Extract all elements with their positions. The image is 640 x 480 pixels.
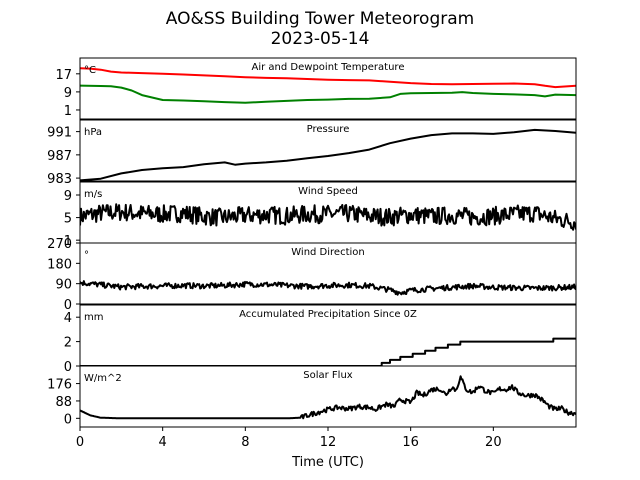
panel-0: 1 9 17 Air and Dewpoint Temperature °C: [55, 57, 577, 120]
panel-unit: mm: [84, 312, 103, 323]
y-tick-label: 2: [64, 336, 72, 351]
panel-title: Accumulated Precipitation Since 0Z: [239, 309, 417, 320]
y-tick-label: 983: [47, 172, 72, 187]
series-line-5-0: [80, 375, 576, 420]
y-tick-label: 987: [47, 149, 72, 164]
y-tick-label: 5: [64, 212, 72, 227]
panels: 1 9 17 Air and Dewpoint Temperature °C 983 987…: [47, 57, 577, 428]
y-tick-label: 0: [64, 360, 72, 375]
panel-2: 1 5 9 Wind Speed m/s: [64, 181, 577, 249]
panel-title: Air and Dewpoint Temperature: [252, 62, 405, 73]
series-line-1-0: [80, 128, 576, 181]
panel-5: 0 88 176 Solar Flux W/m^2: [47, 365, 577, 428]
series-line-2-0: [80, 203, 576, 231]
panel-title: Wind Speed: [298, 186, 358, 197]
x-axis: 0 4 8 12 16 20: [76, 427, 502, 450]
panel-unit: °C: [84, 65, 96, 76]
panel-unit: hPa: [84, 127, 102, 138]
y-tick-label: 0: [64, 298, 72, 313]
x-tick-label: 16: [402, 435, 419, 450]
panel-4: 0 2 4 Accumulated Precipitation Since 0Z mm: [64, 304, 577, 375]
chart-title: AO&SS Building Tower Meteorogram: [166, 9, 474, 29]
series-line-0-0: [80, 67, 576, 89]
x-axis-label: Time (UTC): [291, 455, 364, 470]
panel-title: Solar Flux: [303, 370, 353, 381]
y-tick-label: 88: [55, 395, 72, 410]
y-tick-label: 9: [64, 86, 72, 101]
y-tick-label: 991: [47, 126, 72, 141]
x-tick-label: 4: [159, 435, 167, 450]
panel-frame: [79, 57, 577, 120]
panel-unit: m/s: [84, 189, 102, 200]
y-tick-label: 180: [47, 257, 72, 272]
series-line-0-1: [80, 84, 576, 104]
panel-unit: W/m^2: [84, 373, 122, 384]
y-tick-label: 90: [55, 278, 72, 293]
y-tick-label: 17: [55, 68, 72, 83]
chart-date: 2023-05-14: [271, 29, 370, 49]
panel-frame: [79, 242, 577, 305]
y-tick-label: 1: [64, 104, 72, 119]
y-tick-label: 176: [47, 378, 72, 393]
y-tick-label: 9: [64, 189, 72, 204]
panel-title: Wind Direction: [291, 247, 365, 258]
x-tick-label: 20: [485, 435, 502, 450]
panel-unit: °: [84, 250, 89, 261]
series-line-4-0: [80, 337, 576, 366]
x-tick-label: 0: [76, 435, 84, 450]
y-tick-label: 0: [64, 412, 72, 427]
y-tick-label: 270: [47, 237, 72, 252]
y-tick-label: 4: [64, 311, 72, 326]
series-line-3-0: [80, 280, 576, 296]
panel-3: 0 90 180 270 Wind Direction °: [47, 237, 577, 313]
panel-frame: [79, 119, 577, 182]
panel-title: Pressure: [307, 124, 350, 135]
y-tick-label: 1: [64, 234, 72, 249]
x-tick-label: 8: [241, 435, 249, 450]
x-tick-label: 12: [320, 435, 337, 450]
panel-1: 983 987 991 Pressure hPa: [47, 119, 577, 187]
